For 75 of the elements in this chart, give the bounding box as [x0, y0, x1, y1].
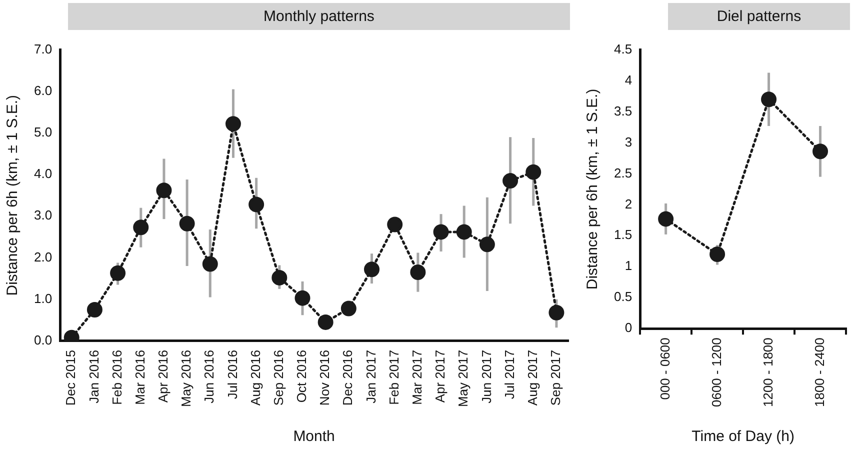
point: [433, 224, 449, 240]
point: [410, 264, 426, 280]
x-tick-label: Sep 2017: [548, 350, 564, 406]
point: [248, 196, 264, 212]
x-tick-label: Apr 2017: [432, 350, 448, 403]
y-axis-title: Distance per 6h (km, ± 1 S.E.): [4, 94, 22, 296]
point: [110, 265, 126, 281]
x-tick-label: Apr 2016: [156, 350, 171, 403]
x-axis-title: Time of Day (h): [692, 428, 794, 446]
x-tick-label: May 2016: [178, 350, 194, 408]
x-tick-label: Jan 2016: [86, 350, 102, 404]
point: [133, 220, 149, 236]
y-tick-label: 7.0: [34, 41, 52, 56]
y-tick-label: 3.0: [34, 208, 52, 223]
chart-title: Monthly patterns: [68, 3, 570, 30]
y-tick-label: 0: [624, 320, 632, 336]
y-tick-label: 0.0: [34, 332, 52, 348]
x-tick-label: Jul 2017: [502, 350, 517, 400]
y-tick-label: 2: [624, 196, 632, 212]
x-tick-label: Aug 2016: [248, 350, 263, 406]
x-tick-label: Aug 2017: [524, 350, 540, 406]
x-tick-label: Jul 2016: [224, 350, 240, 400]
x-tick-label: 1800 - 2400: [812, 338, 827, 408]
x-tick-label: 0600 - 1200: [708, 338, 724, 408]
point: [294, 290, 310, 306]
x-tick-label: Mar 2016: [132, 350, 148, 405]
point: [340, 300, 356, 316]
chart-title: Diel patterns: [668, 3, 850, 30]
x-tick-label: 000 - 0600: [657, 338, 672, 400]
point: [502, 173, 518, 189]
point: [548, 304, 564, 320]
point: [761, 92, 777, 108]
x-tick-label: Feb 2016: [109, 350, 124, 405]
y-tick-label: 4.0: [34, 166, 52, 182]
y-axis-title: Distance per 6h (km, ± 1 S.E.): [584, 88, 602, 290]
x-tick-label: Feb 2017: [386, 350, 402, 405]
y-tick-label: 4.5: [614, 41, 632, 56]
y-tick-label: 3.5: [614, 103, 632, 118]
x-tick-label: 1200 - 1800: [760, 338, 776, 408]
y-tick-label: 1: [624, 258, 632, 274]
x-tick-label: Dec 2016: [340, 350, 356, 406]
y-tick-label: 0.5: [614, 289, 632, 304]
point: [456, 224, 472, 240]
y-tick-label: 6.0: [34, 82, 52, 98]
point: [179, 216, 195, 232]
x-tick-label: Jan 2017: [363, 350, 378, 404]
x-axis-title: Month: [293, 428, 335, 446]
point: [710, 246, 726, 262]
point: [658, 211, 674, 227]
x-tick-label: Nov 2016: [317, 350, 332, 406]
y-tick-label: 5.0: [34, 124, 52, 140]
x-tick-label: Dec 2015: [63, 350, 78, 406]
point: [318, 314, 334, 330]
point: [479, 236, 495, 252]
x-tick-label: Sep 2016: [270, 350, 286, 406]
point: [526, 164, 542, 180]
point: [156, 182, 172, 198]
x-tick-label: May 2017: [456, 350, 471, 408]
point: [225, 116, 241, 132]
point: [812, 144, 828, 160]
y-tick-label: 1.5: [614, 227, 632, 242]
y-tick-label: 3: [624, 134, 632, 150]
point: [86, 302, 102, 318]
point: [364, 262, 380, 278]
point: [202, 256, 218, 272]
y-tick-label: 2.5: [614, 165, 632, 180]
point: [387, 216, 403, 232]
x-tick-label: Jun 2016: [202, 350, 217, 404]
x-tick-label: Jun 2017: [478, 350, 494, 404]
y-tick-label: 1.0: [34, 290, 52, 306]
y-tick-label: 4: [624, 72, 632, 88]
x-tick-label: Mar 2017: [410, 350, 425, 405]
y-tick-label: 2.0: [34, 249, 52, 264]
point: [272, 270, 288, 286]
x-tick-label: Oct 2016: [294, 350, 310, 403]
